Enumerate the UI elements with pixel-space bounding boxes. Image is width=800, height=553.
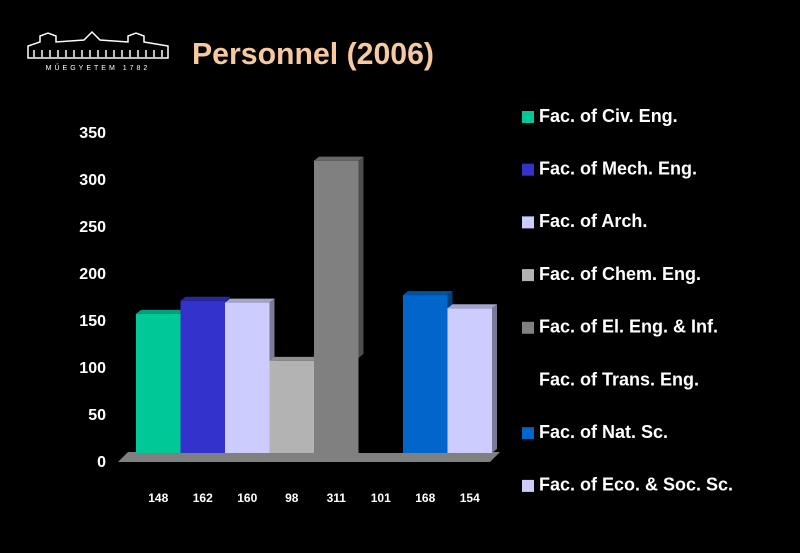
bar-top [358,354,408,359]
legend-swatch [522,216,534,229]
bar-top [447,304,497,309]
legend-label: Fac. of Eco. & Soc. Sc. [539,475,733,495]
y-tick-label: 50 [88,407,106,424]
y-tick-label: 250 [79,219,106,236]
data-label: 160 [237,491,257,505]
bar [225,302,270,453]
legend-label: Fac. of Trans. Eng. [539,369,699,389]
legend-label: Fac. of El. Eng. & Inf. [539,317,718,337]
bar [403,295,448,453]
bar [358,358,403,453]
legend-label: Fac. of Arch. [539,211,647,231]
bar [180,300,225,453]
bar [447,308,492,453]
bar-top [225,298,275,303]
legend-swatch [522,374,534,387]
data-label: 162 [193,491,213,505]
floor [118,452,500,462]
data-label: 101 [371,491,391,505]
y-tick-label: 350 [79,125,106,142]
bar-side [492,304,497,453]
bar-top [403,291,453,296]
logo [27,30,169,59]
legend-swatch [522,427,534,440]
y-tick-label: 300 [79,172,106,189]
y-tick-label: 0 [97,454,106,471]
legend-swatch [522,163,534,176]
y-tick-label: 100 [79,360,106,377]
chart-title: Personnel (2006) [192,36,434,71]
bar [136,313,181,453]
legend-swatch [522,111,534,123]
data-label: 148 [148,491,168,505]
bar [269,360,314,453]
y-tick-label: 150 [79,313,106,330]
data-label: 168 [415,491,435,505]
bar-top [136,309,186,314]
legend-swatch [522,321,534,334]
legend-label: Fac. of Civ. Eng. [539,106,678,126]
data-label: 98 [285,491,299,505]
y-tick-label: 200 [79,266,106,283]
legend-label: Fac. of Chem. Eng. [539,264,701,284]
legend-label: Fac. of Nat. Sc. [539,422,668,442]
logo-text: MŰEGYETEM 1782 [46,63,151,72]
legend-swatch [522,479,534,492]
bar [314,160,359,453]
bar-top [269,356,319,361]
bar-top [314,156,364,161]
data-label: 311 [327,491,347,505]
legend-swatch [522,269,534,282]
data-label: 154 [460,491,480,505]
legend-label: Fac. of Mech. Eng. [539,158,697,178]
bar-top [180,296,230,301]
